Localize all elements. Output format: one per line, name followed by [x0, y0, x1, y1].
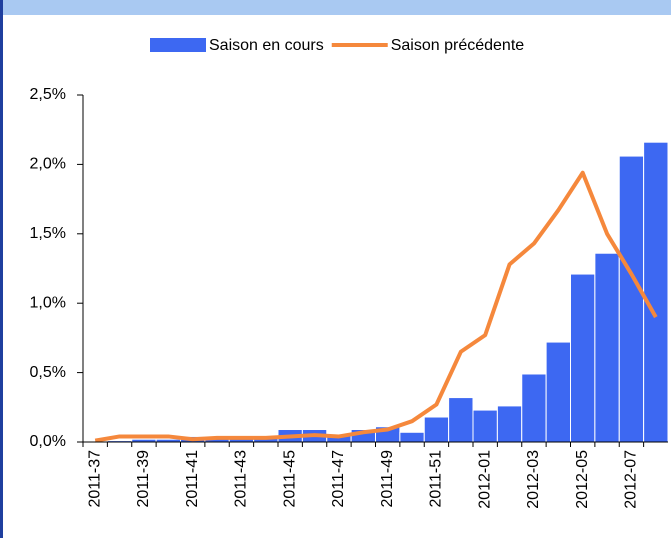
x-tick-label: 2012-01	[476, 450, 493, 509]
y-tick-label: 1,5%	[30, 225, 66, 242]
x-tick-label: 2012-05	[574, 450, 591, 509]
bar	[545, 341, 571, 443]
y-tick-label: 2,5%	[30, 86, 66, 103]
x-tick-label: 2011-49	[379, 450, 396, 508]
x-tick-label: 2011-41	[184, 450, 201, 508]
x-tick-label: 2011-43	[233, 450, 250, 508]
bar	[570, 273, 596, 443]
y-tick-label: 0,0%	[30, 433, 66, 450]
bar	[618, 155, 645, 443]
bar	[496, 405, 523, 443]
legend-label: Saison en cours	[209, 37, 324, 54]
y-tick-label: 2,0%	[30, 156, 66, 173]
x-tick-label: 2011-51	[428, 450, 445, 508]
x-tick-label: 2011-47	[330, 450, 347, 508]
bar	[423, 416, 450, 443]
bar	[643, 141, 669, 443]
legend-swatch	[150, 38, 206, 52]
x-tick-label: 2011-39	[135, 450, 152, 508]
x-tick-label: 2011-45	[281, 450, 298, 508]
x-tick-label: 2012-07	[623, 450, 640, 509]
left-border	[0, 0, 3, 538]
bar	[448, 397, 474, 443]
x-tick-label: 2012-03	[525, 450, 542, 509]
line	[94, 170, 658, 443]
y-tick-label: 1,0%	[30, 294, 66, 311]
x-tick-label: 2011-37	[86, 450, 103, 508]
bar	[399, 431, 425, 443]
y-tick-label: 0,5%	[30, 364, 66, 381]
legend-label: Saison précédente	[391, 37, 525, 54]
bar	[472, 409, 498, 443]
header-strip	[0, 0, 671, 15]
legend: Saison en cours Saison précédente	[150, 37, 524, 54]
bar	[521, 373, 547, 443]
bar	[594, 252, 620, 443]
